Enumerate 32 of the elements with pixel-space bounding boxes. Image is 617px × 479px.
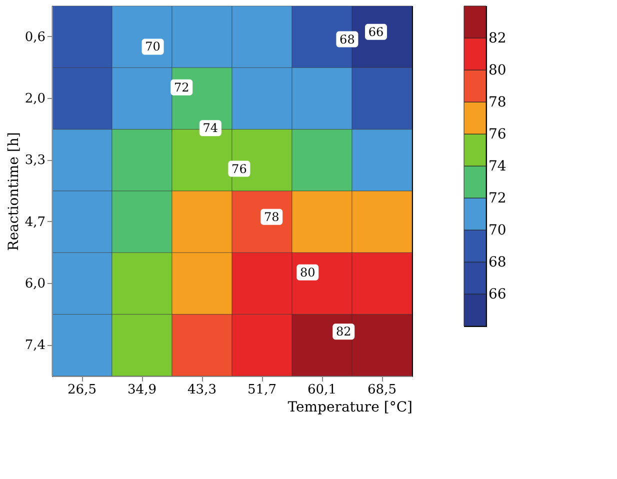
x-tick-label: 34,9 — [128, 382, 156, 398]
y-tick-label: 3,3 — [24, 153, 46, 168]
x-tick-label: 51,7 — [248, 382, 276, 398]
color-bar-label: 72 — [488, 190, 506, 206]
annotation: 74 — [202, 121, 218, 136]
annotation: 80 — [300, 265, 316, 280]
y-tick-label: 7,4 — [24, 338, 46, 354]
color-bar-label: 68 — [488, 254, 506, 270]
annotation: 82 — [336, 324, 352, 339]
y-axis-title: Reactiontime [h] — [6, 132, 22, 251]
color-bar-label: 78 — [488, 94, 506, 110]
y-tick-label: 4,7 — [24, 214, 46, 230]
x-axis-title: Temperature [°C] — [288, 400, 412, 416]
annotation: 78 — [264, 210, 280, 224]
annotation: 68 — [340, 32, 355, 46]
color-bar-label: 74 — [488, 158, 506, 174]
x-tick-label: 26,5 — [68, 382, 96, 398]
color-bar-label: 76 — [488, 126, 506, 142]
annotation: 72 — [174, 80, 190, 94]
y-tick-label: 0,6 — [24, 30, 46, 45]
y-tick-label: 2,0 — [24, 92, 46, 106]
annotation: 70 — [145, 40, 160, 54]
x-tick-label: 60,1 — [308, 382, 336, 398]
annotation: 66 — [368, 24, 384, 39]
annotation: 76 — [232, 162, 247, 176]
color-bar-label: 80 — [488, 62, 506, 78]
color-bar-label: 70 — [488, 222, 506, 238]
x-tick-label: 43,3 — [188, 382, 216, 398]
color-bar-label: 66 — [488, 286, 506, 302]
color-bar-label: 82 — [488, 30, 506, 46]
x-tick-label: 68,5 — [368, 382, 396, 398]
y-tick-label: 6,0 — [24, 276, 46, 292]
